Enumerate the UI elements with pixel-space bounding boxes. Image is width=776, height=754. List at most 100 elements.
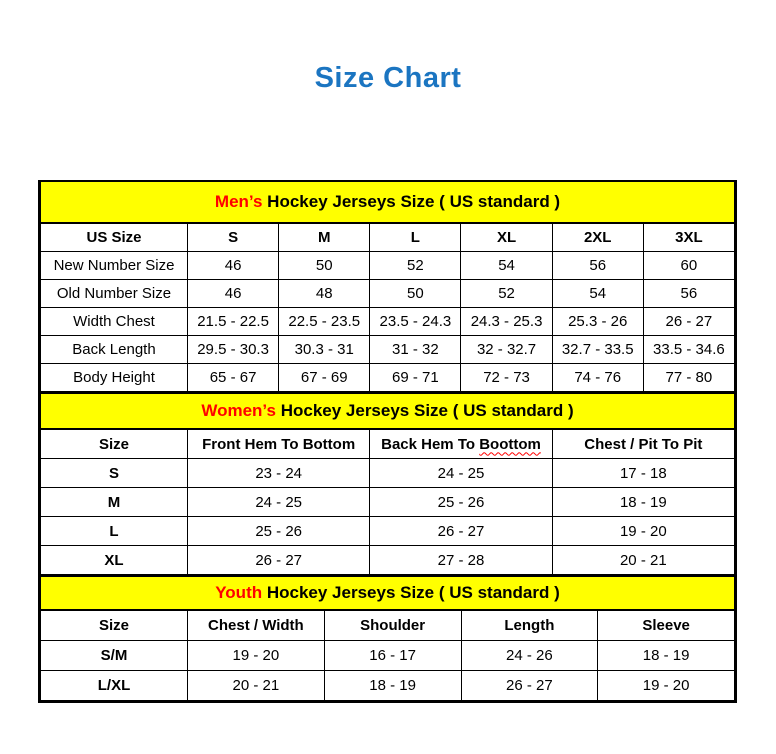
size-value: 50 bbox=[369, 279, 462, 308]
size-value: 46 bbox=[186, 279, 280, 308]
table-row: S/M 19 - 20 16 - 17 24 - 26 18 - 19 bbox=[40, 640, 735, 671]
womens-header-row: Size Front Hem To Bottom Back Hem To Boo… bbox=[40, 428, 736, 459]
size-value: 25.3 - 26 bbox=[551, 307, 644, 336]
size-value: 24 - 26 bbox=[460, 640, 599, 671]
column-header: Size bbox=[40, 428, 188, 459]
size-value: 20 - 21 bbox=[551, 545, 736, 575]
column-header: Chest / Width bbox=[187, 609, 325, 641]
size-value: 26 - 27 bbox=[369, 516, 553, 546]
table-row: L 25 - 26 26 - 27 19 - 20 bbox=[40, 516, 736, 546]
column-header: Length bbox=[460, 609, 599, 641]
size-value: 72 - 73 bbox=[460, 363, 553, 392]
row-label: M bbox=[40, 487, 188, 517]
row-label: Width Chest bbox=[40, 307, 188, 336]
row-label: L/XL bbox=[40, 670, 188, 701]
row-label: Body Height bbox=[40, 363, 188, 392]
table-row: L/XL 20 - 21 18 - 19 26 - 27 19 - 20 bbox=[40, 670, 735, 701]
page-title: Size Chart bbox=[314, 62, 462, 94]
row-label: Old Number Size bbox=[40, 279, 188, 308]
table-row: S 23 - 24 24 - 25 17 - 18 bbox=[40, 458, 736, 488]
size-value: 19 - 20 bbox=[187, 640, 325, 671]
mens-header-row: US Size S M L XL 2XL 3XL bbox=[40, 222, 736, 252]
size-value: 19 - 20 bbox=[551, 516, 736, 546]
size-value: 67 - 69 bbox=[278, 363, 371, 392]
size-value: 26 - 27 bbox=[186, 545, 371, 575]
table-row: New Number Size 46 50 52 54 56 60 bbox=[40, 251, 736, 280]
column-header: 2XL bbox=[551, 222, 644, 252]
size-value: 74 - 76 bbox=[551, 363, 644, 392]
column-header: M bbox=[278, 222, 371, 252]
row-label: S/M bbox=[40, 640, 188, 671]
size-value: 21.5 - 22.5 bbox=[186, 307, 280, 336]
table-row: Width Chest 21.5 - 22.5 22.5 - 23.5 23.5… bbox=[40, 307, 736, 336]
size-value: 52 bbox=[369, 251, 462, 280]
size-value: 60 bbox=[642, 251, 736, 280]
size-value: 24.3 - 25.3 bbox=[460, 307, 553, 336]
mens-section-band: Men’s Hockey Jerseys Size ( US standard … bbox=[40, 182, 735, 224]
youth-section-title: Youth Hockey Jerseys Size ( US standard … bbox=[40, 575, 735, 611]
column-header: Size bbox=[40, 609, 188, 641]
size-value: 52 bbox=[460, 279, 553, 308]
table-row: XL 26 - 27 27 - 28 20 - 21 bbox=[40, 545, 736, 575]
size-value: 23.5 - 24.3 bbox=[369, 307, 462, 336]
womens-section-title: Women’s Hockey Jerseys Size ( US standar… bbox=[40, 392, 735, 430]
size-value: 30.3 - 31 bbox=[278, 335, 371, 364]
size-value: 46 bbox=[186, 251, 280, 280]
back-hem-prefix: Back Hem To bbox=[381, 435, 480, 453]
mens-label-highlight: Men’s bbox=[214, 192, 263, 211]
size-value: 24 - 25 bbox=[369, 458, 553, 488]
row-label: XL bbox=[40, 545, 188, 575]
mens-label-rest: Hockey Jerseys Size ( US standard ) bbox=[262, 192, 561, 211]
size-value: 29.5 - 30.3 bbox=[186, 335, 280, 364]
column-header: 3XL bbox=[642, 222, 736, 252]
size-value: 22.5 - 23.5 bbox=[278, 307, 371, 336]
youth-header-row: Size Chest / Width Shoulder Length Sleev… bbox=[40, 609, 735, 641]
youth-section-band: Youth Hockey Jerseys Size ( US standard … bbox=[40, 575, 735, 611]
size-value: 69 - 71 bbox=[369, 363, 462, 392]
size-value: 31 - 32 bbox=[369, 335, 462, 364]
mens-section-title: Men’s Hockey Jerseys Size ( US standard … bbox=[40, 182, 735, 224]
size-value: 54 bbox=[460, 251, 553, 280]
size-value: 18 - 19 bbox=[551, 487, 736, 517]
size-value: 56 bbox=[551, 251, 644, 280]
size-value: 32 - 32.7 bbox=[460, 335, 553, 364]
column-header: Sleeve bbox=[597, 609, 735, 641]
size-value: 26 - 27 bbox=[460, 670, 599, 701]
size-value: 19 - 20 bbox=[597, 670, 735, 701]
womens-label-highlight: Women’s bbox=[201, 401, 276, 420]
womens-size-table: Women’s Hockey Jerseys Size ( US standar… bbox=[40, 392, 736, 575]
youth-size-table: Youth Hockey Jerseys Size ( US standard … bbox=[40, 575, 735, 701]
size-value: 20 - 21 bbox=[187, 670, 325, 701]
size-value: 27 - 28 bbox=[369, 545, 553, 575]
row-label: L bbox=[40, 516, 188, 546]
size-chart: Men’s Hockey Jerseys Size ( US standard … bbox=[38, 180, 737, 703]
size-value: 26 - 27 bbox=[642, 307, 736, 336]
size-value: 48 bbox=[278, 279, 371, 308]
size-value: 18 - 19 bbox=[323, 670, 462, 701]
back-hem-misspelled-word: Boottom bbox=[479, 435, 541, 453]
size-value: 18 - 19 bbox=[597, 640, 735, 671]
size-value: 24 - 25 bbox=[186, 487, 371, 517]
column-header: L bbox=[369, 222, 462, 252]
size-value: 56 bbox=[642, 279, 736, 308]
table-row: Back Length 29.5 - 30.3 30.3 - 31 31 - 3… bbox=[40, 335, 736, 364]
column-header: XL bbox=[460, 222, 553, 252]
size-value: 17 - 18 bbox=[551, 458, 736, 488]
column-header: Chest / Pit To Pit bbox=[551, 428, 736, 459]
table-row: Body Height 65 - 67 67 - 69 69 - 71 72 -… bbox=[40, 363, 736, 392]
size-value: 54 bbox=[551, 279, 644, 308]
size-value: 25 - 26 bbox=[186, 516, 371, 546]
column-header: S bbox=[186, 222, 280, 252]
row-label: Back Length bbox=[40, 335, 188, 364]
column-header: US Size bbox=[40, 222, 188, 252]
table-row: M 24 - 25 25 - 26 18 - 19 bbox=[40, 487, 736, 517]
youth-label-rest: Hockey Jerseys Size ( US standard ) bbox=[262, 583, 560, 602]
column-header: Shoulder bbox=[323, 609, 462, 641]
table-row: Old Number Size 46 48 50 52 54 56 bbox=[40, 279, 736, 308]
size-value: 23 - 24 bbox=[186, 458, 371, 488]
size-value: 33.5 - 34.6 bbox=[642, 335, 736, 364]
size-value: 16 - 17 bbox=[323, 640, 462, 671]
mens-size-table: Men’s Hockey Jerseys Size ( US standard … bbox=[40, 182, 736, 392]
size-value: 50 bbox=[278, 251, 371, 280]
youth-label-highlight: Youth bbox=[215, 583, 263, 602]
